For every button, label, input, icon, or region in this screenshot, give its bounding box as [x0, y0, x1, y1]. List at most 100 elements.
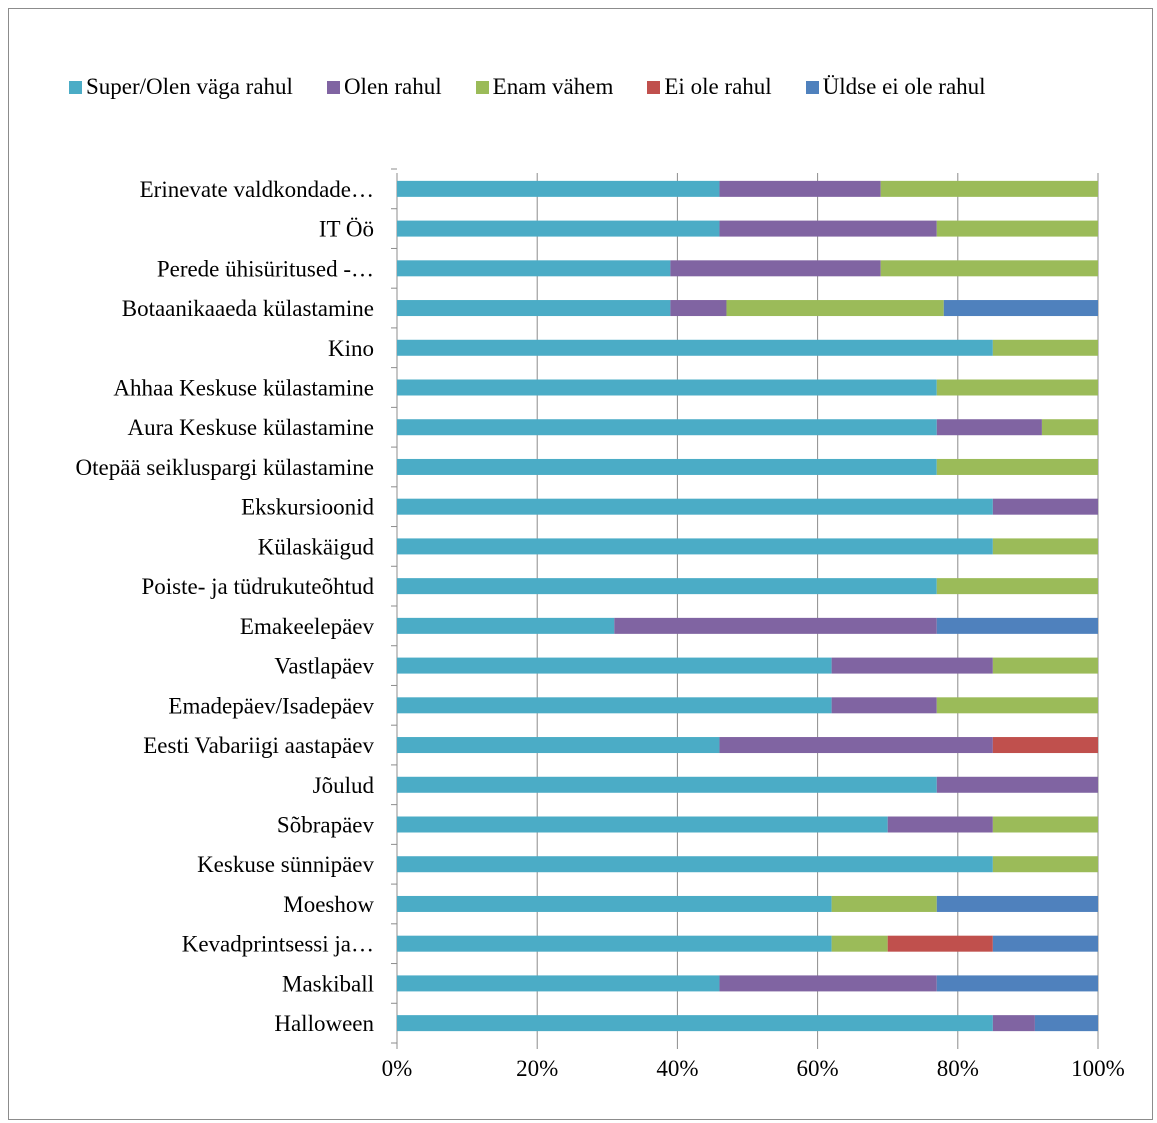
legend-item: Enam vähem — [475, 74, 614, 100]
y-tick-label: Maskiball — [282, 971, 374, 996]
legend-item: Üldse ei ole rahul — [805, 74, 986, 100]
y-tick-label: Ahhaa Keskuse külastamine — [113, 376, 374, 401]
bar-segment — [992, 339, 1098, 356]
legend-label: Olen rahul — [343, 74, 442, 99]
bar-segment — [887, 816, 993, 833]
legend-swatch — [69, 80, 82, 94]
bar-segment — [831, 935, 888, 952]
y-tick-label: Eesti Vabariigi aastapäev — [143, 733, 374, 758]
bar-segment — [397, 617, 615, 634]
legend-item: Super/Olen väga rahul — [69, 74, 293, 100]
bar-segment — [992, 538, 1098, 555]
bar-segment — [397, 975, 720, 992]
bar-segment — [992, 498, 1098, 515]
y-tick-label: Perede ühisüritused -… — [157, 256, 374, 281]
x-tick-label: 60% — [797, 1056, 839, 1081]
y-tick-label: Jõulud — [313, 773, 375, 798]
y-tick-label: Emadepäev/Isadepäev — [168, 693, 374, 718]
bar-segment — [397, 379, 937, 396]
legend-swatch — [326, 80, 340, 94]
y-tick-label: Sõbrapäev — [277, 813, 375, 838]
bar-segment — [992, 816, 1098, 833]
bar-segment — [831, 895, 937, 912]
y-tick-label: Ekskursioonid — [241, 495, 374, 520]
bar-segment — [397, 856, 993, 873]
bar-segment — [992, 657, 1098, 674]
bar-segment — [887, 935, 993, 952]
bar-segment — [397, 935, 832, 952]
y-tick-label: Erinevate valdkondade… — [140, 177, 374, 202]
bar-segment — [726, 300, 944, 317]
bar-segment — [992, 856, 1098, 873]
bar-segment — [719, 220, 937, 237]
legend-item: Olen rahul — [326, 74, 442, 100]
bar-segment — [936, 617, 1098, 634]
x-tick-label: 0% — [382, 1056, 413, 1081]
bar-segment — [397, 538, 993, 555]
bar-segment — [397, 816, 888, 833]
bar-segment — [936, 776, 1098, 793]
y-tick-label: Kevadprintsessi ja… — [182, 932, 374, 957]
bar-segment — [397, 498, 993, 515]
bar-segment — [397, 737, 720, 754]
bar-segment — [936, 697, 1098, 714]
y-tick-label: Külaskäigud — [258, 534, 375, 559]
bar-segment — [397, 260, 671, 277]
legend-item: Ei ole rahul — [647, 74, 772, 100]
y-tick-label: Vastlapäev — [274, 654, 374, 679]
bar-segment — [831, 697, 937, 714]
y-tick-label: Botaanikaaeda külastamine — [122, 296, 374, 321]
bar-segment — [936, 578, 1098, 595]
bar-segment — [936, 379, 1098, 396]
bar-segment — [397, 895, 832, 912]
bar-segment — [719, 975, 937, 992]
y-tick-label: Emakeelepäev — [240, 614, 375, 639]
bar-segment — [943, 300, 1098, 317]
bar-segment — [397, 1015, 993, 1032]
x-tick-label: 40% — [656, 1056, 698, 1081]
bar-segment — [719, 737, 993, 754]
bar-segment — [397, 697, 832, 714]
bar-segment — [397, 776, 937, 793]
bar-segment — [880, 180, 1098, 197]
bar-segment — [936, 220, 1098, 237]
bar-segment — [397, 458, 937, 475]
bar-segment — [397, 419, 937, 436]
y-tick-label: Halloween — [274, 1011, 374, 1036]
bar-segment — [936, 419, 1042, 436]
bar-segment — [397, 180, 720, 197]
bar-segment — [397, 220, 720, 237]
y-tick-label: IT Öö — [319, 217, 374, 242]
bar-segment — [719, 180, 881, 197]
y-tick-label: Keskuse sünnipäev — [197, 852, 374, 877]
legend-swatch — [805, 80, 819, 94]
legend-swatch — [475, 80, 489, 94]
bar-segment — [992, 935, 1098, 952]
bar-segment — [397, 578, 937, 595]
bar-segment — [936, 458, 1098, 475]
bar-segment — [992, 737, 1098, 754]
y-tick-label: Otepää seikluspargi külastamine — [76, 455, 375, 480]
bar-segment — [1041, 419, 1098, 436]
bar-segment — [670, 300, 727, 317]
legend-swatch — [647, 80, 661, 94]
bar-segment — [397, 300, 671, 317]
bar-segment — [936, 975, 1098, 992]
y-tick-label: Kino — [328, 336, 374, 361]
legend-label: Super/Olen väga rahul — [86, 74, 293, 99]
bar-segment — [670, 260, 881, 277]
bar-segment — [880, 260, 1098, 277]
bar-segment — [614, 617, 937, 634]
legend-label: Ei ole rahul — [664, 74, 772, 99]
bar-segment — [397, 339, 993, 356]
x-tick-label: 20% — [516, 1056, 558, 1081]
y-tick-label: Poiste- ja tüdrukuteõhtud — [141, 574, 374, 599]
bar-segment — [992, 1015, 1035, 1032]
y-tick-label: Aura Keskuse külastamine — [127, 415, 374, 440]
y-tick-label: Moeshow — [283, 892, 374, 917]
bar-segment — [936, 895, 1098, 912]
bar-segment — [831, 657, 993, 674]
chart-legend: Super/Olen väga rahul Olen rahul Enam vähe… — [69, 71, 986, 103]
legend-label: Enam vähem — [492, 74, 614, 99]
